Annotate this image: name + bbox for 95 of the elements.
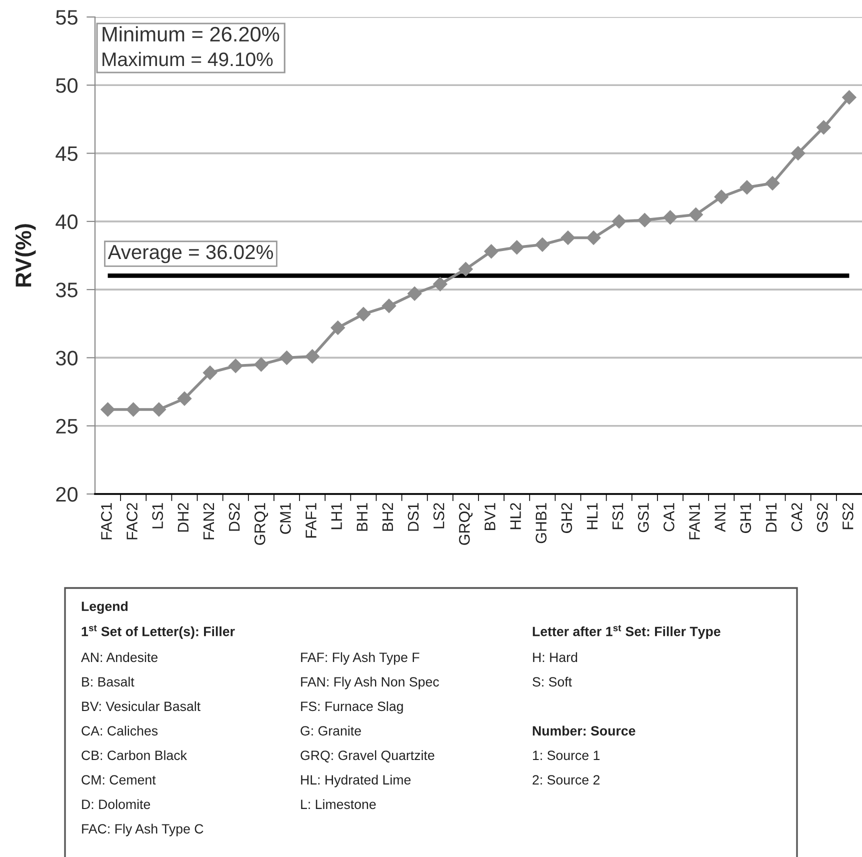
point (816, 120, 831, 134)
y-tick-label: 40 (56, 214, 78, 230)
point (484, 244, 498, 258)
x-tick-label: LH1 (331, 503, 342, 530)
y-tick-label: 20 (56, 487, 78, 502)
text: FAF: Fly Ash Type F (301, 652, 420, 665)
point (254, 357, 268, 372)
text: FAC: Fly Ash Type C (82, 824, 204, 836)
x-tick-label: FAC2 (126, 503, 138, 540)
x-tick-label: FAN1 (689, 503, 700, 540)
point (330, 320, 345, 335)
point (638, 212, 652, 228)
x-tick-label: GS1 (638, 503, 649, 532)
point (177, 392, 192, 406)
x-tick-label: DS1 (408, 503, 419, 531)
x-tick-label: FAF1 (306, 503, 316, 538)
text: CM: Cement (82, 775, 156, 785)
x-tick-label: CA1 (664, 503, 674, 532)
text: 2: Source 2 (532, 775, 600, 785)
y-tick-label: 50 (56, 78, 78, 93)
x-tick-label: LS1 (152, 503, 164, 528)
text: BV: Vesicular Basalt (82, 701, 200, 712)
point (202, 366, 218, 380)
text: D: Dolomite (82, 799, 150, 810)
point (560, 230, 576, 245)
text: G: Granite (300, 726, 361, 736)
y-tick-label: 30 (56, 350, 78, 366)
point (535, 238, 550, 252)
point (765, 176, 780, 190)
point (382, 298, 396, 314)
x-tick-label: AN1 (714, 503, 726, 532)
x-tick-label: FS1 (612, 503, 624, 530)
point (740, 180, 754, 194)
x-tick-label: LS2 (433, 503, 444, 528)
point (612, 214, 626, 229)
text: 1$^{st}$ Set of Letter(s): Filler (82, 625, 235, 639)
x-tick-label: DH1 (766, 503, 776, 532)
y-axis-title: RV(%) (15, 224, 36, 287)
x-tick-label: GHB1 (536, 503, 547, 544)
x-tick-label: BH1 (356, 503, 368, 531)
y-tick-label: 45 (56, 146, 78, 162)
x-tick-label: CA2 (791, 503, 802, 532)
point (458, 262, 473, 276)
point (126, 402, 140, 417)
text: FAN: Fly Ash Non Spec (301, 676, 439, 690)
point (305, 349, 320, 364)
text: 1: Source 1 (533, 750, 600, 760)
point (152, 402, 166, 417)
text: H: Hard (533, 652, 578, 662)
x-tick-label: GH2 (561, 503, 572, 533)
x-tick-label: FS2 (842, 503, 854, 530)
y-tick-label: 25 (56, 418, 78, 434)
x-tick-label: GS2 (816, 503, 828, 532)
point (688, 208, 703, 222)
point (842, 90, 856, 104)
ref-line-label: Average = 36.02% (108, 244, 273, 264)
point (791, 146, 806, 160)
x-tick-label: BV1 (484, 503, 496, 530)
y-tick-label: 55 (56, 10, 78, 25)
text: CB: Carbon Black (82, 750, 187, 760)
x-tick-label: DS2 (228, 503, 240, 531)
x-tick-label: HL2 (510, 503, 521, 530)
annotation: Minimum = 26.20% (102, 26, 280, 42)
point (586, 230, 601, 245)
point (408, 286, 422, 301)
text: Letter after 1$^{st}$ Set: Filler Type (532, 625, 720, 639)
text: Legend (82, 601, 128, 614)
x-tick-label: HL1 (586, 503, 598, 530)
x-tick-label: GRQ1 (254, 503, 268, 545)
text: FS: Furnace Slag (301, 701, 403, 714)
text: L: Limestone (301, 799, 376, 810)
point (714, 190, 728, 204)
point (356, 307, 371, 322)
text: CA: Caliches (82, 726, 158, 736)
point (510, 240, 524, 254)
point (663, 210, 678, 224)
x-tick-label: BH2 (382, 503, 393, 531)
x-tick-label: FAC1 (101, 503, 112, 540)
text: S: Soft (532, 676, 572, 687)
x-tick-label: FAN2 (203, 503, 214, 540)
text: B: Basalt (82, 676, 134, 687)
text: GRQ: Gravel Quartzite (300, 750, 434, 762)
point (280, 350, 294, 365)
x-tick-label: GRQ2 (459, 503, 473, 545)
text: AN: Andesite (81, 652, 158, 662)
point (100, 402, 115, 417)
annotation: Maximum = 49.10% (102, 52, 273, 66)
text: Number: Source (532, 726, 636, 736)
point (433, 277, 448, 292)
x-tick-label: CM1 (280, 503, 291, 534)
x-tick-label: DH2 (178, 503, 188, 532)
y-tick-label: 35 (56, 282, 78, 298)
point (228, 358, 243, 373)
text: HL: Hydrated Lime (301, 774, 411, 788)
x-tick-label: GH1 (740, 503, 752, 533)
